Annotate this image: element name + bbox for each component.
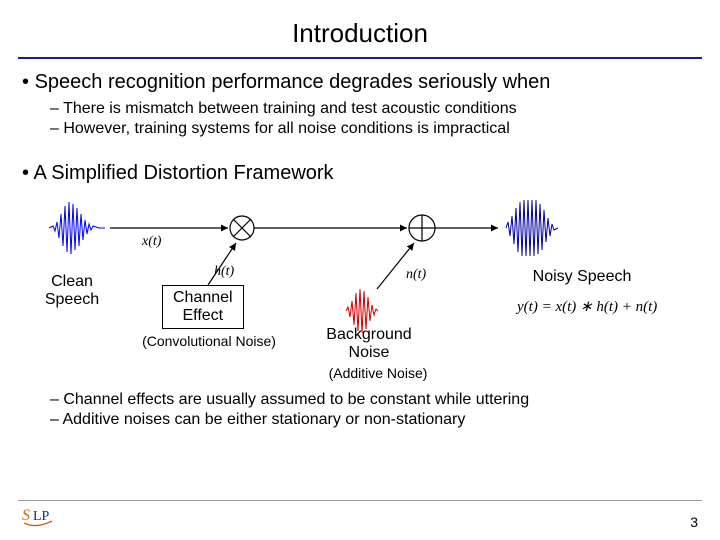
svg-text:h(t): h(t) <box>214 264 235 279</box>
content-area: Speech recognition performance degrades … <box>0 71 720 429</box>
svg-text:x(t): x(t) <box>141 234 162 249</box>
noisy-speech-label: Noisy Speech <box>522 268 642 286</box>
bullet-sub-1b: However, training systems for all noise … <box>50 120 698 138</box>
clean-speech-label: CleanSpeech <box>32 273 112 310</box>
bullet-main-2: A Simplified Distortion Framework <box>22 162 698 185</box>
svg-text:S: S <box>22 507 30 524</box>
bullet-sub-1a: There is mismatch between training and t… <box>50 100 698 118</box>
output-equation: y(t) = x(t) ∗ h(t) + n(t) <box>517 297 657 316</box>
convolutional-noise-label: (Convolutional Noise) <box>134 333 284 349</box>
title-underline <box>18 57 702 59</box>
background-noise-label: BackgroundNoise <box>314 326 424 363</box>
channel-effect-box: ChannelEffect <box>162 285 244 329</box>
footer-divider <box>18 500 702 501</box>
svg-text:LP: LP <box>33 509 50 524</box>
slp-logo-icon: S LP <box>22 504 60 528</box>
bullet-sub-3a: Channel effects are usually assumed to b… <box>50 391 698 409</box>
page-number: 3 <box>690 514 698 530</box>
distortion-diagram: x(t) h(t) <box>22 193 702 383</box>
bullet-main-1: Speech recognition performance degrades … <box>22 71 698 94</box>
bullet-sub-3b: Additive noises can be either stationary… <box>50 411 698 429</box>
svg-text:n(t): n(t) <box>406 267 427 282</box>
slide-title: Introduction <box>0 0 720 49</box>
slide-footer: S LP 3 <box>18 500 702 530</box>
additive-noise-label: (Additive Noise) <box>318 365 438 381</box>
